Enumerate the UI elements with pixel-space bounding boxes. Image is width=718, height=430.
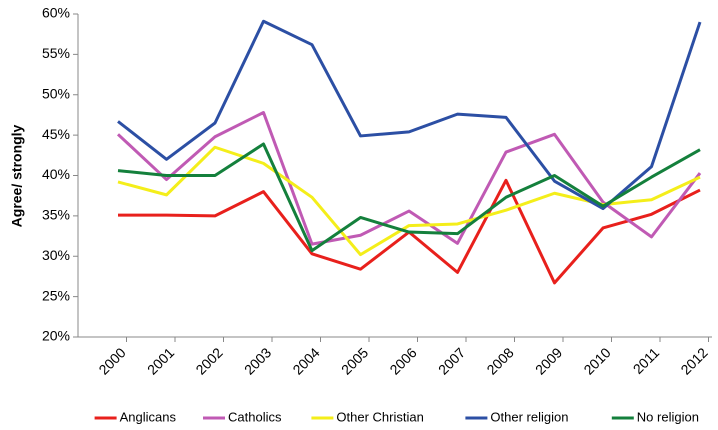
y-axis-label: Agree/ strongly	[9, 124, 25, 227]
x-tick-label: 2005	[338, 344, 371, 377]
legend-label: Other Christian	[336, 409, 423, 424]
x-tick-label: 2006	[386, 344, 419, 377]
series-line	[116, 111, 702, 246]
x-tick-label: 2003	[241, 344, 274, 377]
legend-label: Other religion	[490, 409, 568, 424]
series-line	[117, 19, 702, 211]
x-tick-label: 2007	[435, 344, 468, 377]
x-tick-label: 2004	[289, 344, 322, 377]
y-tick-label: 35%	[42, 207, 70, 223]
legend-label: No religion	[637, 409, 699, 424]
x-tick-label: 2002	[192, 344, 225, 377]
x-tick-label: 2009	[532, 344, 565, 377]
x-tick-label: 2012	[677, 344, 710, 377]
legend-label: Anglicans	[120, 409, 177, 424]
series-line	[117, 142, 701, 253]
x-tick-label: 2001	[144, 344, 177, 377]
y-tick-label: 30%	[42, 247, 70, 263]
x-tick-label: 2008	[483, 344, 516, 377]
x-tick-label: 2011	[630, 344, 663, 377]
y-tick-label: 20%	[42, 328, 70, 344]
x-tick-label: 2010	[580, 344, 613, 377]
y-tick-label: 45%	[42, 126, 70, 142]
y-tick-label: 25%	[42, 287, 70, 303]
y-tick-label: 60%	[42, 5, 70, 21]
legend-label: Catholics	[228, 409, 282, 424]
x-tick-label: 2000	[95, 344, 128, 377]
y-tick-label: 50%	[42, 85, 70, 101]
y-tick-label: 40%	[42, 166, 70, 182]
y-tick-label: 55%	[42, 45, 70, 61]
